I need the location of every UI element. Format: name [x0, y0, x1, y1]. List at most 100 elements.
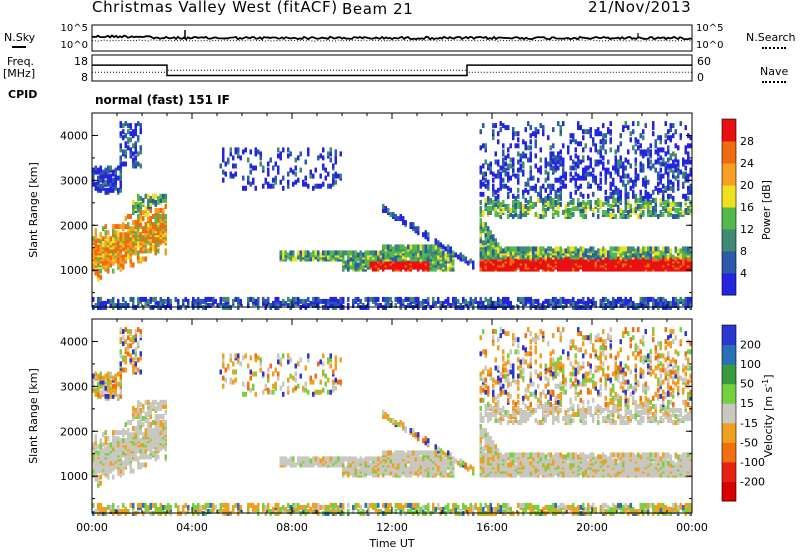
power-cell	[494, 238, 497, 244]
power-cell	[579, 256, 582, 262]
power-cell	[522, 139, 525, 145]
velocity-cell	[222, 383, 225, 389]
power-cell	[137, 193, 140, 199]
velocity-cell	[134, 355, 137, 361]
velocity-cell	[262, 371, 265, 377]
power-cell	[484, 201, 487, 207]
velocity-cell	[152, 403, 155, 409]
power-cell	[599, 177, 602, 183]
power-cell	[489, 206, 492, 211]
power-cell	[687, 195, 690, 201]
velocity-cell	[119, 387, 122, 393]
power-cell	[492, 135, 495, 141]
power-cell	[652, 197, 655, 203]
power-cell	[584, 252, 587, 258]
power-cell	[677, 145, 680, 151]
power-cell	[137, 242, 140, 248]
power-cell	[414, 254, 417, 260]
power-cell	[529, 151, 532, 157]
power-cell	[562, 121, 565, 127]
power-cell	[499, 121, 502, 127]
velocity-cell	[99, 438, 102, 444]
power-cell	[94, 228, 97, 234]
velocity-cell	[274, 381, 277, 387]
velocity-cell	[127, 343, 130, 349]
power-cell	[139, 145, 142, 151]
power-cell	[254, 185, 257, 191]
power-cell	[209, 296, 212, 302]
power-cell	[524, 203, 527, 209]
power-cell	[504, 155, 507, 161]
power-cell	[317, 250, 320, 256]
velocity-cell	[94, 509, 97, 514]
power-cell	[457, 254, 460, 260]
power-cell	[614, 189, 617, 195]
power-cell	[582, 208, 585, 213]
power-cell	[117, 256, 120, 262]
power-cell	[409, 244, 412, 250]
power-cell	[509, 246, 512, 252]
velocity-cell	[109, 460, 112, 466]
power-cell	[134, 149, 137, 155]
power-cell	[684, 175, 687, 181]
power-cell	[127, 214, 130, 219]
power-cell	[407, 296, 410, 302]
power-cell	[597, 214, 600, 219]
power-cell	[282, 185, 285, 191]
power-cell	[512, 161, 515, 167]
power-cell	[682, 256, 685, 262]
velocity-cell	[117, 462, 120, 468]
power-cell	[152, 214, 155, 219]
velocity-cell	[124, 347, 127, 353]
power-cell	[479, 179, 482, 185]
power-cell	[494, 173, 497, 179]
power-cell	[499, 246, 502, 252]
power-cell	[329, 157, 332, 163]
power-cell	[679, 121, 682, 127]
power-cell	[494, 206, 497, 211]
power-cell	[137, 226, 140, 232]
power-cell	[594, 159, 597, 165]
power-cell	[652, 256, 655, 262]
power-cell	[564, 171, 567, 177]
power-cell	[574, 246, 577, 252]
power-cell	[484, 240, 487, 246]
power-cell	[317, 303, 320, 308]
velocity-cell	[312, 379, 315, 385]
power-cell	[304, 250, 307, 256]
power-cell	[397, 216, 400, 222]
power-cell	[519, 201, 522, 207]
power-cell	[614, 252, 617, 258]
velocity-cell	[279, 357, 282, 363]
power-cell	[659, 254, 662, 260]
power-cell	[374, 300, 377, 306]
power-cell	[529, 246, 532, 252]
velocity-cell	[277, 509, 280, 514]
power-cell	[684, 300, 687, 306]
velocity-cell	[329, 502, 332, 508]
power-cell	[599, 248, 602, 254]
power-cell	[679, 296, 682, 302]
power-cell	[517, 193, 520, 199]
power-cell	[292, 181, 295, 187]
velocity-cell	[302, 509, 305, 514]
velocity-cell	[319, 458, 322, 464]
power-cell	[392, 212, 395, 217]
power-cell	[104, 171, 107, 177]
power-cell	[569, 246, 572, 252]
power-cell	[512, 127, 515, 133]
power-cell	[297, 254, 300, 260]
power-cell	[489, 210, 492, 215]
power-cell	[289, 250, 292, 256]
velocity-cell	[337, 504, 340, 510]
power-cell	[314, 296, 317, 302]
velocity-cell	[287, 377, 290, 383]
power-cell	[164, 203, 167, 209]
power-cell	[604, 210, 607, 215]
power-cell	[487, 232, 490, 238]
velocity-cell	[147, 418, 150, 423]
power-cell	[574, 147, 577, 153]
power-cell	[137, 151, 140, 157]
power-cell	[92, 236, 95, 242]
power-cell	[659, 147, 662, 153]
